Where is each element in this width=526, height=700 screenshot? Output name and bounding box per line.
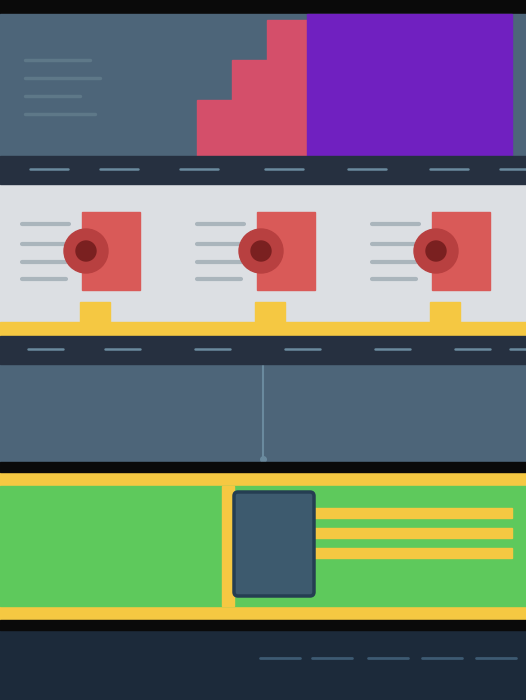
Bar bbox=[14, 194, 162, 306]
Bar bbox=[0, 336, 526, 364]
Bar bbox=[0, 156, 526, 184]
Bar bbox=[296, 548, 512, 558]
Bar bbox=[222, 486, 234, 606]
Bar bbox=[189, 194, 337, 306]
Bar bbox=[0, 462, 526, 472]
Bar bbox=[80, 302, 110, 324]
Circle shape bbox=[414, 229, 458, 273]
Circle shape bbox=[239, 229, 283, 273]
Circle shape bbox=[64, 229, 108, 273]
Circle shape bbox=[76, 241, 96, 261]
FancyBboxPatch shape bbox=[234, 492, 314, 596]
Bar bbox=[197, 100, 307, 156]
Bar bbox=[307, 14, 512, 156]
Bar bbox=[257, 212, 315, 290]
Bar bbox=[0, 620, 526, 630]
Bar bbox=[0, 0, 526, 14]
Bar bbox=[0, 364, 526, 462]
Bar bbox=[267, 20, 307, 60]
Circle shape bbox=[426, 241, 446, 261]
Bar bbox=[82, 212, 140, 290]
Bar bbox=[0, 184, 526, 336]
Bar bbox=[255, 302, 285, 324]
Bar bbox=[0, 14, 526, 156]
Bar bbox=[432, 212, 490, 290]
Bar bbox=[232, 60, 307, 100]
Bar bbox=[0, 630, 526, 700]
Bar bbox=[364, 194, 512, 306]
Bar bbox=[0, 472, 526, 620]
Bar bbox=[296, 528, 512, 538]
Bar bbox=[0, 322, 526, 336]
Bar bbox=[430, 302, 460, 324]
Circle shape bbox=[251, 241, 271, 261]
Bar bbox=[296, 508, 512, 518]
Bar bbox=[0, 486, 526, 606]
